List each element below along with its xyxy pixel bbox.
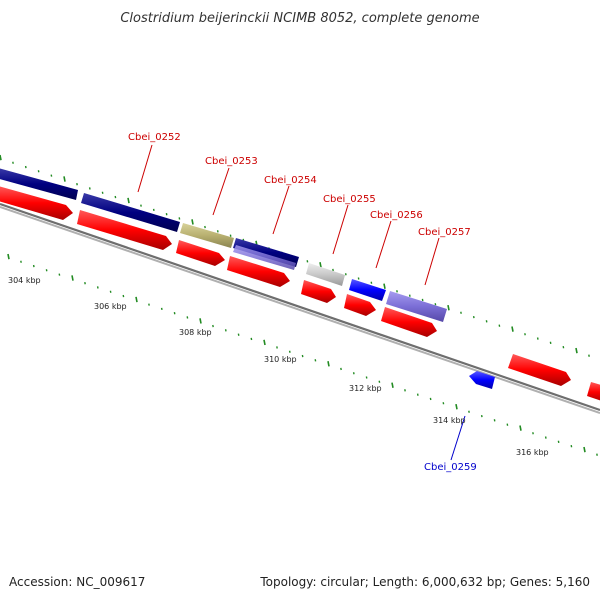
- inner-tick: [7, 253, 10, 260]
- outer-tick: [575, 347, 578, 354]
- gene-red-7[interactable]: [381, 307, 437, 337]
- forward-strand-genes: [0, 168, 447, 322]
- gene-cbei-0253[interactable]: [180, 223, 234, 248]
- gene-red-2[interactable]: [77, 210, 172, 250]
- gene-red-5[interactable]: [301, 280, 336, 303]
- position-labels: 304 kbp 306 kbp 308 kbp 310 kbp 312 kbp …: [8, 276, 549, 457]
- label-cbei-0254[interactable]: Cbei_0254: [264, 175, 317, 186]
- outer-tick: [191, 219, 194, 225]
- gene-labels: Cbei_0252 Cbei_0253 Cbei_0254 Cbei_0255 …: [128, 132, 477, 473]
- label-cbei-0255[interactable]: Cbei_0255: [323, 194, 376, 205]
- inner-tick-ring: [7, 253, 598, 456]
- label-cbei-0252[interactable]: Cbei_0252: [128, 132, 181, 143]
- gene-red-1[interactable]: [0, 186, 73, 220]
- label-cbei-0257[interactable]: Cbei_0257: [418, 227, 471, 238]
- gene-red-9[interactable]: [587, 382, 600, 402]
- inner-tick: [199, 318, 202, 324]
- label-cbei-0256[interactable]: Cbei_0256: [370, 210, 423, 221]
- gene-cbei-0252[interactable]: [81, 193, 180, 232]
- gene-red-4[interactable]: [227, 256, 290, 287]
- gene-cbei-0255[interactable]: [306, 263, 345, 286]
- kbp-label-314: 314 kbp: [433, 416, 466, 425]
- outer-tick: [383, 283, 386, 289]
- gene-red-8[interactable]: [508, 354, 571, 386]
- outer-tick: [127, 197, 130, 204]
- label-cbei-0253[interactable]: Cbei_0253: [205, 156, 258, 167]
- genome-backbone: [0, 202, 600, 414]
- inner-tick: [263, 339, 266, 346]
- gene-red-3[interactable]: [176, 240, 225, 266]
- inner-tick: [391, 382, 394, 388]
- outer-tick: [0, 154, 2, 161]
- topology-text: Topology: circular; Length: 6,000,632 bp…: [259, 575, 590, 589]
- outer-tick: [63, 176, 66, 182]
- kbp-label-306: 306 kbp: [94, 302, 127, 311]
- gene-red-6[interactable]: [344, 294, 376, 316]
- inner-tick: [327, 361, 330, 367]
- label-cbei-0259[interactable]: Cbei_0259: [424, 462, 477, 473]
- reverse-strand-genes: [0, 186, 600, 402]
- outer-tick: [447, 304, 450, 311]
- gene-cbei-0254-overlay: [233, 245, 296, 270]
- outer-tick: [319, 262, 322, 268]
- kbp-label-316: 316 kbp: [516, 448, 549, 457]
- outer-tick: [511, 326, 514, 332]
- inner-tick: [583, 446, 586, 453]
- kbp-label-310: 310 kbp: [264, 355, 297, 364]
- gene-cbei-0256[interactable]: [349, 279, 386, 301]
- accession-text: Accession: NC_009617: [9, 575, 145, 589]
- inner-tick: [519, 425, 522, 431]
- kbp-label-304: 304 kbp: [8, 276, 41, 285]
- kbp-label-312: 312 kbp: [349, 384, 382, 393]
- inner-tick: [455, 403, 458, 410]
- kbp-label-308: 308 kbp: [179, 328, 212, 337]
- gene-cbei-0257[interactable]: [386, 291, 447, 322]
- gene-cbei-0251[interactable]: [0, 168, 78, 200]
- inner-tick: [135, 296, 138, 303]
- map-title: Clostridium beijerinckii NCIMB 8052, com…: [120, 11, 479, 26]
- inner-tick: [71, 275, 74, 281]
- gene-cbei-0259[interactable]: [469, 371, 495, 389]
